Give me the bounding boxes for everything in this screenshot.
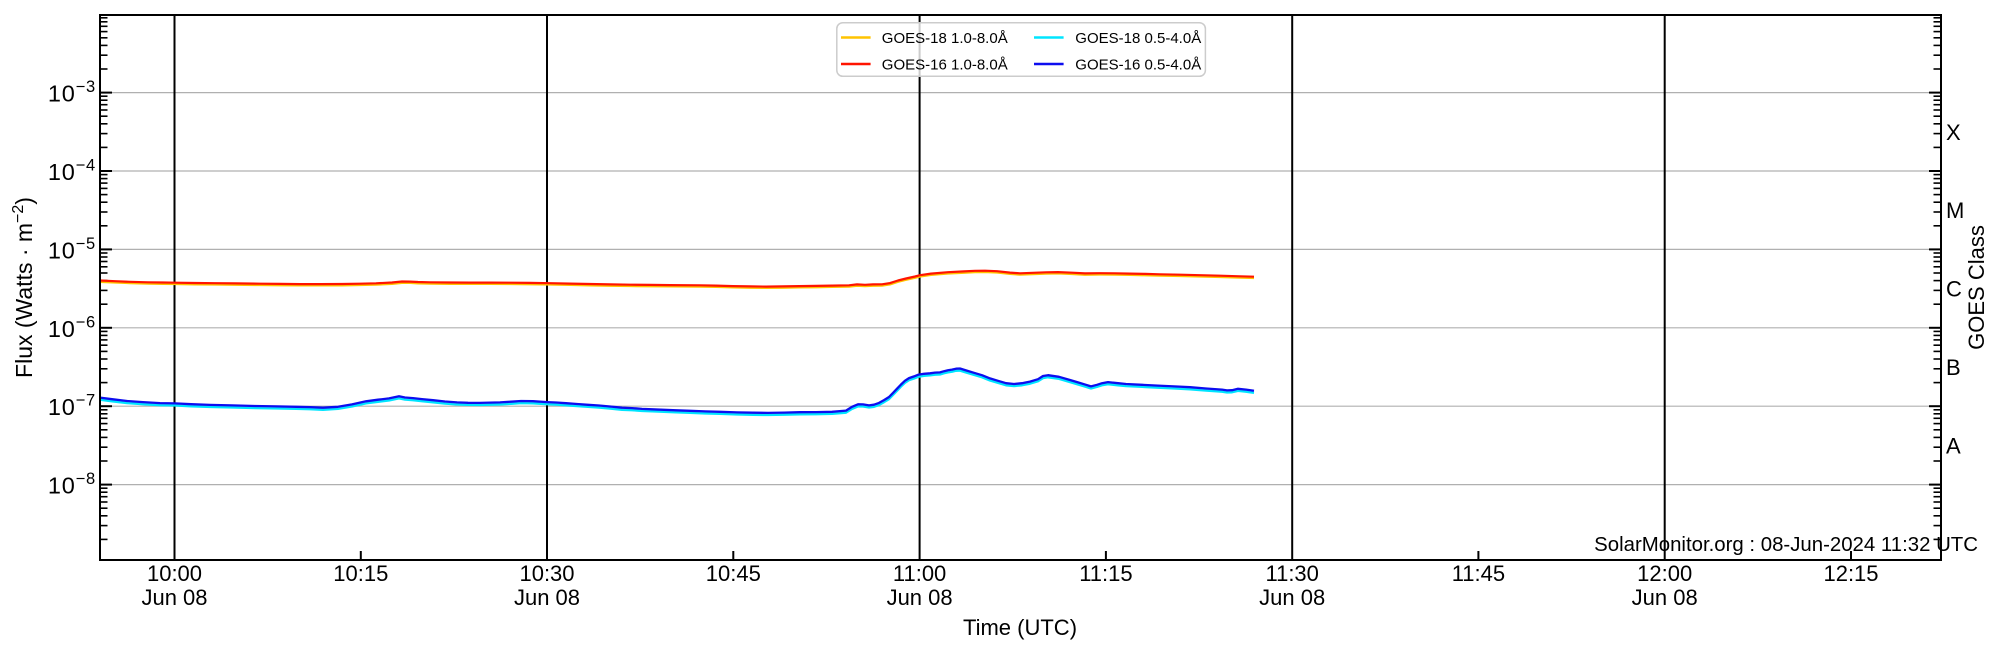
- svg-text:11:15: 11:15: [1079, 561, 1132, 586]
- svg-text:12:00: 12:00: [1637, 561, 1692, 586]
- svg-text:11:45: 11:45: [1452, 561, 1505, 586]
- svg-text:SolarMonitor.org : 08-Jun-2024: SolarMonitor.org : 08-Jun-2024 11:32 UTC: [1594, 534, 1978, 556]
- svg-text:10:15: 10:15: [333, 561, 388, 586]
- svg-text:M: M: [1946, 198, 1964, 223]
- svg-text:B: B: [1946, 355, 1961, 380]
- svg-text:GOES Class: GOES Class: [1964, 225, 1989, 350]
- svg-text:Jun 08: Jun 08: [1632, 585, 1698, 610]
- svg-text:10:45: 10:45: [706, 561, 761, 586]
- svg-text:C: C: [1946, 277, 1962, 302]
- svg-text:X: X: [1946, 120, 1961, 145]
- svg-text:A: A: [1946, 433, 1961, 458]
- svg-text:Jun 08: Jun 08: [141, 585, 207, 610]
- svg-text:Jun 08: Jun 08: [1259, 585, 1325, 610]
- svg-text:Jun 08: Jun 08: [887, 585, 953, 610]
- svg-text:11:00: 11:00: [893, 561, 946, 586]
- svg-text:GOES-18 0.5-4.0Å: GOES-18 0.5-4.0Å: [1075, 30, 1201, 47]
- svg-text:10−5: 10−5: [48, 235, 96, 264]
- svg-text:GOES-16 0.5-4.0Å: GOES-16 0.5-4.0Å: [1075, 56, 1201, 73]
- svg-text:10:30: 10:30: [519, 561, 574, 586]
- svg-text:Flux (Watts · m−2): Flux (Watts · m−2): [10, 197, 37, 378]
- svg-text:GOES-18 1.0-8.0Å: GOES-18 1.0-8.0Å: [882, 30, 1008, 47]
- svg-text:Jun 08: Jun 08: [514, 585, 580, 610]
- svg-text:12:15: 12:15: [1823, 561, 1878, 586]
- svg-text:Time (UTC): Time (UTC): [963, 615, 1077, 640]
- svg-text:GOES-16 1.0-8.0Å: GOES-16 1.0-8.0Å: [882, 56, 1008, 73]
- svg-text:10:00: 10:00: [147, 561, 202, 586]
- svg-text:11:30: 11:30: [1265, 561, 1318, 586]
